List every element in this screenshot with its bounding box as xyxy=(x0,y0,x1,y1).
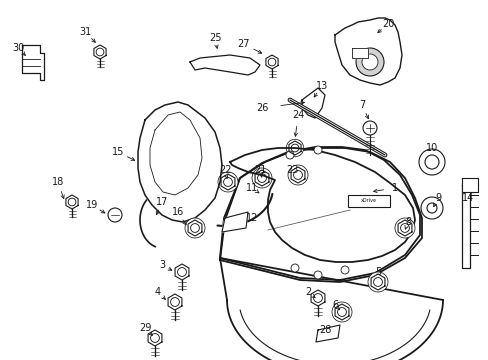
Polygon shape xyxy=(255,170,268,186)
Circle shape xyxy=(285,151,293,159)
Polygon shape xyxy=(461,185,469,268)
Circle shape xyxy=(362,121,376,135)
Polygon shape xyxy=(397,220,411,236)
Text: 29: 29 xyxy=(139,323,151,333)
Polygon shape xyxy=(334,18,401,85)
Text: 23: 23 xyxy=(285,165,298,175)
Text: 8: 8 xyxy=(404,217,410,227)
Text: 2: 2 xyxy=(304,287,310,297)
Polygon shape xyxy=(188,220,202,236)
Text: 7: 7 xyxy=(358,100,365,110)
Text: 13: 13 xyxy=(315,81,327,91)
Polygon shape xyxy=(370,274,384,290)
Text: 27: 27 xyxy=(237,39,250,49)
Circle shape xyxy=(331,302,351,322)
Text: 31: 31 xyxy=(79,27,91,37)
Text: 26: 26 xyxy=(255,103,267,113)
Circle shape xyxy=(285,139,303,157)
Text: 12: 12 xyxy=(245,213,258,223)
Text: xDrive: xDrive xyxy=(360,198,376,203)
Polygon shape xyxy=(315,325,339,342)
Polygon shape xyxy=(220,148,421,282)
Polygon shape xyxy=(220,147,419,280)
Text: 16: 16 xyxy=(171,207,184,217)
Text: 4: 4 xyxy=(155,287,161,297)
Text: 22: 22 xyxy=(218,165,231,175)
Polygon shape xyxy=(94,45,106,59)
Text: 24: 24 xyxy=(291,110,304,120)
Polygon shape xyxy=(66,195,78,209)
Polygon shape xyxy=(220,258,442,360)
Text: 28: 28 xyxy=(318,325,330,335)
Text: 14: 14 xyxy=(461,193,473,203)
Polygon shape xyxy=(148,330,162,346)
Polygon shape xyxy=(138,102,222,222)
Text: 25: 25 xyxy=(208,33,221,43)
Polygon shape xyxy=(168,294,182,310)
Polygon shape xyxy=(310,290,324,306)
Polygon shape xyxy=(302,88,325,118)
Polygon shape xyxy=(190,55,260,75)
Text: 10: 10 xyxy=(425,143,437,153)
Polygon shape xyxy=(229,148,414,262)
Text: 3: 3 xyxy=(159,260,165,270)
Text: 5: 5 xyxy=(374,267,380,277)
Text: 15: 15 xyxy=(112,147,124,157)
Text: 19: 19 xyxy=(86,200,98,210)
Circle shape xyxy=(313,146,321,154)
Circle shape xyxy=(394,218,414,238)
Circle shape xyxy=(361,54,377,70)
Circle shape xyxy=(108,208,122,222)
Bar xyxy=(347,195,389,207)
Polygon shape xyxy=(22,45,44,80)
Polygon shape xyxy=(461,178,477,192)
Circle shape xyxy=(418,149,444,175)
Circle shape xyxy=(340,266,348,274)
Text: 6: 6 xyxy=(331,300,337,310)
Text: 21: 21 xyxy=(253,165,265,175)
Circle shape xyxy=(287,165,307,185)
Circle shape xyxy=(367,272,387,292)
Circle shape xyxy=(355,48,383,76)
Text: 11: 11 xyxy=(245,183,258,193)
Text: 20: 20 xyxy=(381,19,393,29)
Circle shape xyxy=(184,218,204,238)
Text: 30: 30 xyxy=(12,43,24,53)
Text: 18: 18 xyxy=(52,177,64,187)
Polygon shape xyxy=(288,141,301,155)
Polygon shape xyxy=(351,48,367,58)
Circle shape xyxy=(290,264,298,272)
Polygon shape xyxy=(221,174,234,190)
Text: 17: 17 xyxy=(156,197,168,207)
Polygon shape xyxy=(265,55,278,69)
Circle shape xyxy=(218,172,238,192)
Circle shape xyxy=(313,271,321,279)
Polygon shape xyxy=(175,264,188,280)
Polygon shape xyxy=(334,304,348,320)
Polygon shape xyxy=(222,212,247,232)
Circle shape xyxy=(251,168,271,188)
Polygon shape xyxy=(290,167,305,183)
Text: 9: 9 xyxy=(434,193,440,203)
Text: 1: 1 xyxy=(391,183,397,193)
Circle shape xyxy=(420,197,442,219)
